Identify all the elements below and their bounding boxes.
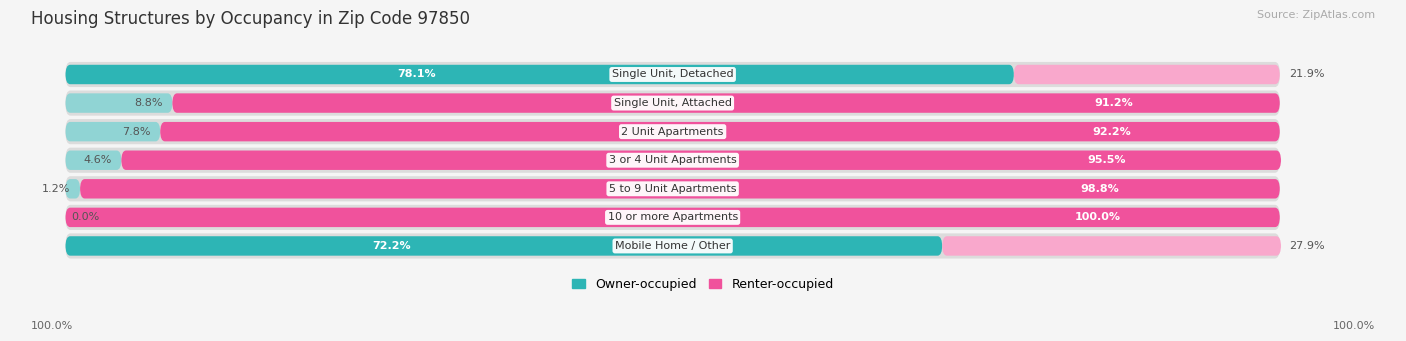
FancyBboxPatch shape [66,176,1279,202]
FancyBboxPatch shape [66,208,1279,227]
FancyBboxPatch shape [121,150,1281,170]
Text: 72.2%: 72.2% [373,241,411,251]
Text: 8.8%: 8.8% [134,98,163,108]
Text: 78.1%: 78.1% [398,70,436,79]
FancyBboxPatch shape [66,93,173,113]
FancyBboxPatch shape [66,90,1279,116]
FancyBboxPatch shape [66,179,80,198]
FancyBboxPatch shape [1014,65,1279,84]
Text: 95.5%: 95.5% [1088,155,1126,165]
FancyBboxPatch shape [66,205,1279,230]
Text: 10 or more Apartments: 10 or more Apartments [607,212,738,222]
Text: 100.0%: 100.0% [1074,212,1121,222]
Legend: Owner-occupied, Renter-occupied: Owner-occupied, Renter-occupied [568,273,838,296]
FancyBboxPatch shape [160,122,1279,142]
Text: 21.9%: 21.9% [1289,70,1324,79]
Text: 98.8%: 98.8% [1080,184,1119,194]
Text: Mobile Home / Other: Mobile Home / Other [614,241,730,251]
Text: 4.6%: 4.6% [83,155,111,165]
Text: 7.8%: 7.8% [122,127,150,137]
Text: 3 or 4 Unit Apartments: 3 or 4 Unit Apartments [609,155,737,165]
FancyBboxPatch shape [173,93,1279,113]
Text: Housing Structures by Occupancy in Zip Code 97850: Housing Structures by Occupancy in Zip C… [31,10,470,28]
FancyBboxPatch shape [66,150,121,170]
Text: Single Unit, Detached: Single Unit, Detached [612,70,734,79]
FancyBboxPatch shape [66,236,942,256]
FancyBboxPatch shape [66,119,1279,144]
FancyBboxPatch shape [66,233,1279,258]
Text: 0.0%: 0.0% [72,212,100,222]
Text: 2 Unit Apartments: 2 Unit Apartments [621,127,724,137]
FancyBboxPatch shape [66,122,160,142]
Text: Single Unit, Attached: Single Unit, Attached [613,98,731,108]
Text: 27.9%: 27.9% [1289,241,1324,251]
Text: 100.0%: 100.0% [1333,321,1375,331]
FancyBboxPatch shape [942,236,1281,256]
Text: Source: ZipAtlas.com: Source: ZipAtlas.com [1257,10,1375,20]
Text: 100.0%: 100.0% [31,321,73,331]
Text: 91.2%: 91.2% [1094,98,1133,108]
Text: 5 to 9 Unit Apartments: 5 to 9 Unit Apartments [609,184,737,194]
FancyBboxPatch shape [66,62,1279,87]
FancyBboxPatch shape [80,179,1279,198]
FancyBboxPatch shape [66,65,1014,84]
Text: 92.2%: 92.2% [1092,127,1132,137]
FancyBboxPatch shape [66,148,1279,173]
Text: 1.2%: 1.2% [42,184,70,194]
